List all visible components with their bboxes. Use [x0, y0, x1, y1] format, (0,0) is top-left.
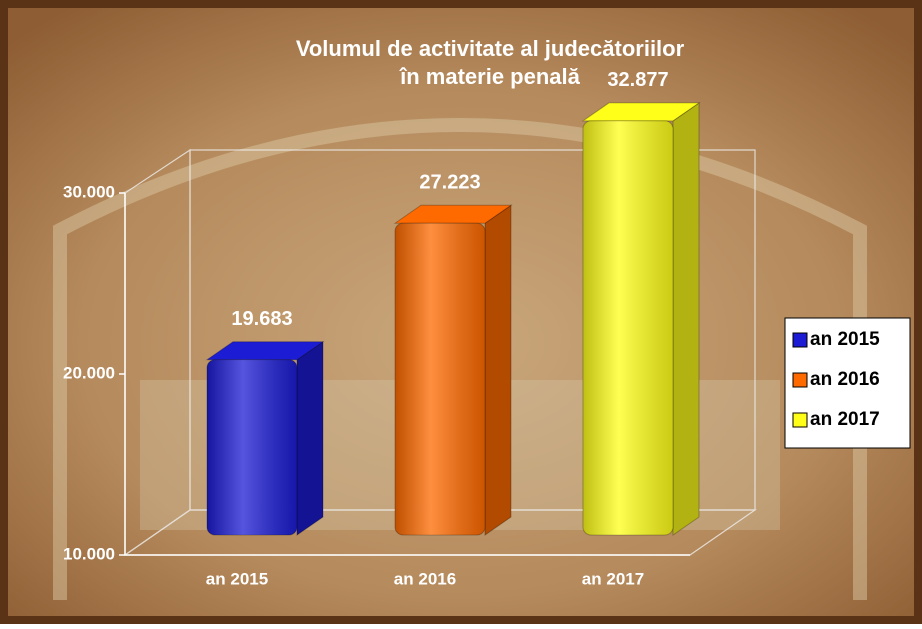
chart-subtitle: în materie penală	[399, 64, 581, 89]
bar-face	[395, 223, 485, 535]
bar	[393, 204, 513, 536]
arch	[53, 118, 867, 600]
value-label: 32.877	[607, 69, 668, 91]
value-label: 19.683	[231, 308, 292, 330]
bar-face	[297, 341, 323, 535]
legend-swatch	[792, 332, 808, 348]
bar	[205, 340, 325, 536]
legend-swatch	[792, 412, 808, 428]
legend-swatch	[792, 372, 808, 388]
legend-label: an 2017	[810, 409, 880, 430]
x-tick-label: an 2015	[206, 569, 268, 588]
x-tick-label: an 2017	[582, 569, 644, 588]
bar-face	[207, 359, 297, 535]
y-tick-label: 10.000	[63, 544, 115, 563]
chart-title: Volumul de activitate al judecătoriilor	[296, 36, 685, 61]
y-tick-label: 30.000	[63, 182, 115, 201]
bar-face	[673, 102, 699, 535]
y-tick-label: 20.000	[63, 363, 115, 382]
x-tick-label: an 2016	[394, 569, 456, 588]
bar-face	[485, 205, 511, 535]
value-label: 27.223	[419, 172, 480, 194]
bar	[581, 101, 701, 536]
legend-label: an 2015	[810, 329, 880, 350]
legend-label: an 2016	[810, 369, 880, 390]
bar-face	[583, 120, 673, 535]
